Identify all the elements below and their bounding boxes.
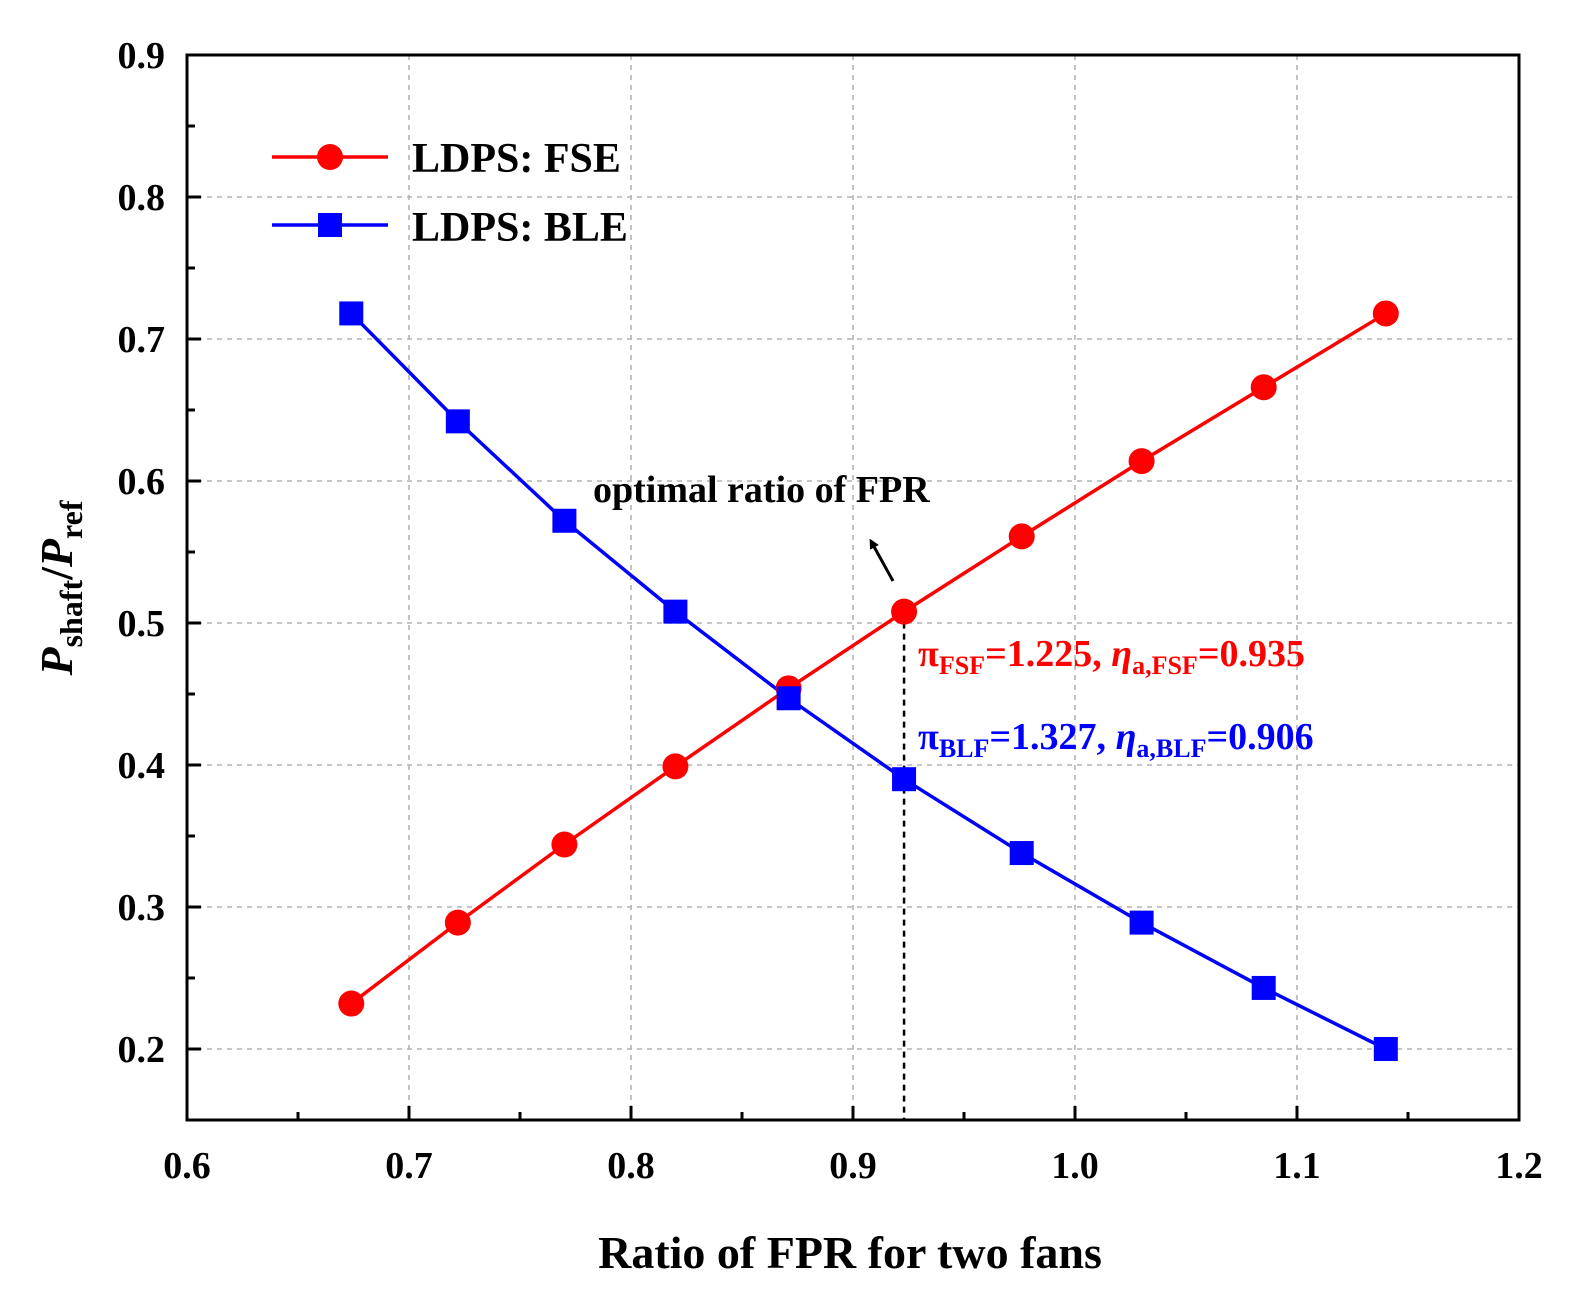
x-tick-label: 1.2	[1495, 1145, 1543, 1187]
y-title-sub1: shaft	[53, 580, 89, 648]
blf-eta-val: =0.906	[1207, 716, 1314, 758]
ble-point	[663, 599, 688, 624]
y-tick-label: 0.7	[118, 319, 166, 361]
blf-pi: π	[918, 716, 939, 758]
fse-point	[444, 909, 471, 936]
fse-point	[891, 598, 918, 625]
y-tick-label: 0.8	[118, 177, 166, 219]
y-axis-title: Pshaft/Pref	[31, 500, 89, 676]
legend-label-ble: LDPS: BLE	[412, 205, 628, 251]
y-tick-label: 0.2	[118, 1029, 166, 1071]
ble-point	[552, 508, 577, 533]
fse-point	[662, 753, 689, 780]
y-title-sub2: ref	[53, 500, 89, 539]
y-tick-label: 0.4	[118, 745, 166, 787]
y-tick-label: 0.6	[118, 461, 166, 503]
legend: LDPS: FSE LDPS: BLE	[272, 136, 628, 251]
x-tick-label: 1.1	[1273, 1145, 1321, 1187]
y-tick-label: 0.9	[118, 35, 166, 77]
ble-point	[1129, 910, 1154, 935]
fse-point	[1250, 374, 1277, 401]
legend-label-fse: LDPS: FSE	[412, 136, 621, 182]
x-tick-label: 0.6	[163, 1145, 211, 1187]
fsf-pi-val: =1.225,	[985, 633, 1111, 675]
ble-point	[892, 767, 917, 792]
ble-point	[1373, 1037, 1398, 1061]
y-title-p1: P	[31, 647, 82, 677]
fsf-eta-sub: a,FSF	[1132, 651, 1198, 680]
ble-point	[339, 301, 364, 326]
y-title-p2: P	[31, 538, 82, 568]
y-tick-label: 0.3	[118, 887, 166, 929]
fse-point	[1128, 448, 1155, 475]
series-line-ble	[350, 312, 1387, 1051]
ble-point	[1009, 841, 1034, 866]
x-tick-labels: 0.6 0.7 0.8 0.9 1.0 1.1 1.2	[163, 1145, 1543, 1187]
x-tick-label: 1.0	[1051, 1145, 1099, 1187]
axis-ticks	[185, 53, 1521, 1120]
optimal-ratio-arrow	[869, 538, 895, 582]
blf-pi-sub: BLF	[939, 734, 990, 763]
x-tick-label: 0.7	[385, 1145, 433, 1187]
fsf-eta-val: =0.935	[1198, 633, 1305, 675]
fse-point	[338, 990, 365, 1017]
blf-eta-sub: a,BLF	[1136, 734, 1206, 763]
ble-point	[445, 409, 470, 434]
blf-annotation: πBLF=1.327, ηa,BLF=0.906	[918, 716, 1314, 763]
fsf-pi-sub: FSF	[939, 651, 985, 680]
legend-marker-fse	[317, 144, 343, 170]
series-points-ble	[339, 301, 1398, 1061]
y-tick-label: 0.5	[118, 603, 166, 645]
fsf-eta: η	[1111, 633, 1132, 675]
blf-eta: η	[1116, 716, 1137, 758]
blf-pi-val: =1.327,	[989, 716, 1115, 758]
ble-point	[1251, 975, 1276, 1000]
x-tick-label: 0.9	[829, 1145, 877, 1187]
grid-lines	[187, 55, 1519, 1120]
fse-point	[551, 831, 578, 858]
fsf-pi: π	[918, 633, 939, 675]
fsf-annotation: πFSF=1.225, ηa,FSF=0.935	[918, 633, 1305, 680]
y-tick-labels: 0.2 0.3 0.4 0.5 0.6 0.7 0.8 0.9	[118, 35, 166, 1071]
ble-point	[776, 686, 801, 711]
x-tick-label: 0.8	[607, 1145, 655, 1187]
fse-point	[1008, 523, 1035, 550]
series-points-fse	[338, 300, 1399, 1017]
series-line-fse	[350, 311, 1387, 1005]
optimal-ratio-label: optimal ratio of FPR	[593, 469, 930, 511]
y-title-slash: /	[31, 566, 82, 581]
legend-marker-ble	[318, 213, 342, 237]
x-axis-title: Ratio of FPR for two fans	[598, 1227, 1102, 1278]
fse-point	[1372, 300, 1399, 327]
